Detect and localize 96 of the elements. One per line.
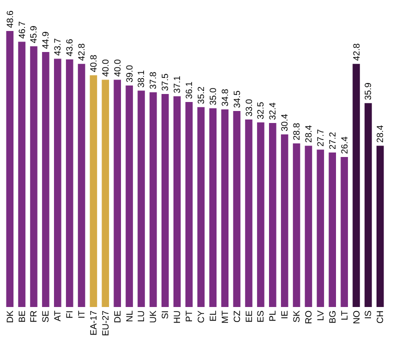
bar	[173, 96, 181, 307]
x-tick-label: EL	[208, 310, 218, 322]
bar	[221, 109, 228, 307]
data-label: 48.6	[4, 10, 15, 28]
data-label: 28.8	[292, 122, 302, 140]
x-tick-label: CY	[196, 310, 206, 324]
bar	[126, 85, 133, 307]
data-label: 35.2	[196, 86, 206, 104]
data-label: 35.9	[363, 82, 374, 100]
data-label: 26.4	[339, 136, 350, 154]
bar	[328, 152, 336, 307]
x-tick-label: HU	[172, 310, 182, 324]
x-tick-label: IT	[76, 310, 87, 318]
data-label: 37.8	[148, 72, 158, 90]
data-label: 32.5	[256, 102, 266, 120]
bar	[245, 120, 252, 307]
data-label: 43.7	[52, 38, 63, 56]
data-label: 34.5	[232, 90, 242, 108]
data-label: 28.4	[303, 125, 314, 143]
data-label: 38.1	[136, 70, 146, 88]
bar	[54, 58, 62, 307]
data-label: 36.1	[184, 81, 194, 99]
bar	[150, 92, 157, 307]
bar	[114, 80, 121, 307]
data-label: 34.8	[220, 88, 230, 106]
bar	[185, 102, 193, 307]
x-tick-label: LU	[136, 310, 146, 322]
x-tick-label: UK	[148, 310, 158, 324]
data-label: 32.4	[268, 102, 278, 120]
data-label: 30.4	[280, 114, 290, 132]
x-tick-label: FI	[64, 310, 75, 318]
x-tick-label: CH	[375, 310, 386, 324]
bar	[292, 143, 300, 307]
bar	[304, 146, 312, 307]
data-label: 40.0	[112, 59, 122, 77]
data-label: 45.9	[28, 26, 39, 44]
x-tick-label: BG	[327, 310, 338, 324]
bar	[30, 46, 38, 307]
x-tick-label: SI	[160, 310, 170, 320]
bar	[102, 80, 110, 307]
bar	[364, 103, 372, 307]
data-label: 33.0	[244, 99, 254, 117]
data-label: 39.0	[124, 64, 134, 82]
x-tick-label: DK	[4, 310, 15, 324]
bar	[209, 108, 217, 307]
data-label: 42.8	[351, 43, 362, 61]
bar	[376, 146, 384, 307]
data-label: 42.8	[76, 43, 87, 61]
x-tick-label: EU-27	[100, 310, 110, 336]
bar	[138, 90, 145, 307]
x-tick-label: RO	[303, 310, 314, 324]
bar	[352, 64, 360, 307]
x-tick-label: EE	[244, 310, 254, 323]
bar	[269, 122, 276, 307]
data-label: 46.7	[16, 21, 27, 39]
x-tick-label: SK	[292, 310, 302, 323]
x-tick-label: SE	[40, 310, 51, 323]
x-tick-label: NL	[124, 310, 134, 322]
x-tick-label: NO	[351, 310, 362, 324]
bar	[197, 107, 205, 307]
data-label: 27.7	[315, 129, 326, 147]
x-tick-label: DE	[112, 310, 122, 324]
data-label: 27.2	[327, 132, 338, 150]
data-label: 40.0	[100, 59, 110, 77]
bar	[316, 150, 324, 307]
x-tick-label: PT	[184, 310, 194, 322]
bar	[340, 157, 348, 307]
x-tick-label: EA-17	[88, 310, 98, 336]
x-tick-label: PL	[268, 310, 278, 322]
bar	[18, 42, 26, 307]
x-tick-label: IE	[280, 310, 290, 320]
bar	[257, 122, 264, 307]
data-label: 37.5	[160, 73, 170, 91]
x-tick-label: CZ	[232, 310, 242, 322]
bar	[280, 134, 288, 307]
bar	[233, 111, 240, 307]
bar	[78, 64, 86, 307]
x-tick-label: MT	[220, 310, 230, 324]
bar	[162, 94, 169, 307]
bar	[90, 75, 98, 307]
x-tick-label: IS	[363, 310, 374, 320]
data-label: 37.1	[172, 76, 182, 94]
x-tick-label: BE	[16, 310, 27, 323]
data-label: 43.6	[64, 38, 75, 56]
data-label: 28.4	[375, 125, 386, 143]
data-label: 44.9	[40, 31, 51, 49]
x-tick-label: LV	[315, 310, 326, 321]
data-label: 35.0	[208, 88, 218, 106]
bar	[6, 30, 14, 307]
data-label: 40.8	[88, 54, 98, 72]
x-tick-label: AT	[52, 310, 63, 322]
x-tick-label: FR	[28, 310, 39, 322]
x-tick-label: LT	[339, 310, 350, 320]
bar	[66, 59, 74, 307]
bar	[42, 52, 50, 307]
x-tick-label: ES	[256, 310, 266, 323]
